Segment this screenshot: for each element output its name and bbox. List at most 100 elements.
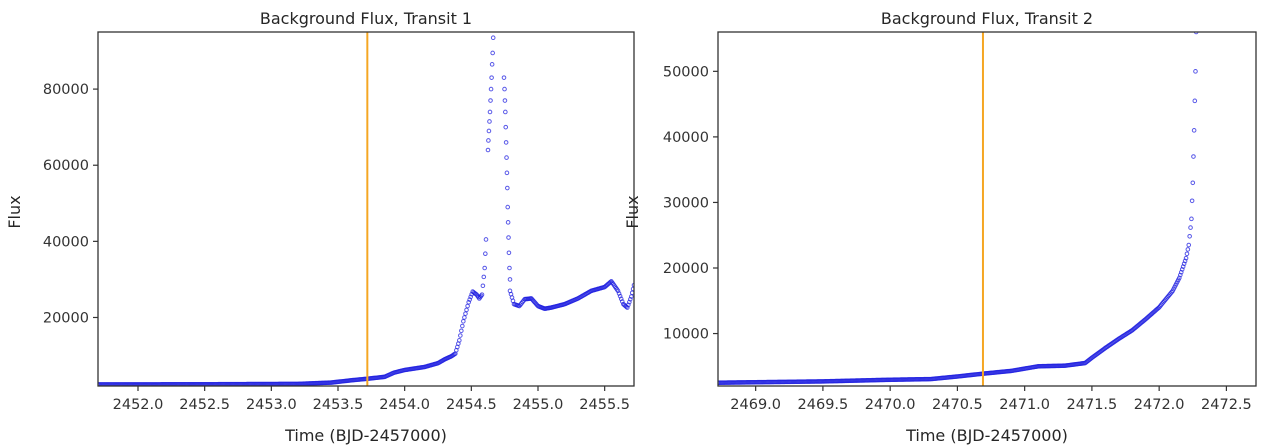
x-tick-label: 2469.5 [798,397,849,413]
x-tick-label: 2455.5 [579,397,630,413]
data-point [505,204,511,210]
data-point [483,251,488,257]
data-point [503,140,509,145]
data-point [489,75,494,80]
data-point [1191,128,1197,133]
y-tick-label: 60000 [43,158,89,174]
chart-transit-2: Background Flux, Transit 2 2469.0 2469.5 2… [623,9,1257,445]
data-point [617,293,623,299]
data-point [467,297,472,302]
y-tick-label: 50000 [663,64,709,80]
data-point [503,109,508,115]
data-point [1185,247,1191,252]
plot-frame [717,31,1257,387]
data-point [462,315,467,320]
data-point [1184,251,1190,257]
y-tick-label: 80000 [43,82,89,98]
data-point [489,62,495,67]
x-tick-label: 2472.0 [1134,397,1185,413]
x-tick-label: 2454.0 [379,397,430,413]
data-point [464,307,469,313]
y-tick-label: 20000 [663,261,709,277]
y-tick-label: 40000 [663,130,709,146]
data-point [1183,255,1189,261]
data-point [480,283,486,289]
data-point [1189,216,1194,222]
data-point [507,277,513,282]
y-axis-ticks: 20000 40000 60000 80000 [43,82,98,326]
data-point [502,98,508,103]
data-point [505,185,510,191]
data-point [488,86,494,92]
y-tick-label: 30000 [663,195,709,211]
y-axis-label: Flux [5,195,24,228]
x-tick-label: 2453.5 [313,397,364,413]
x-tick-label: 2471.0 [999,397,1050,413]
x-tick-label: 2455.0 [513,397,564,413]
data-point [505,220,511,225]
data-point [485,147,491,153]
chart-transit-1: Background Flux, Transit 1 2452.0 2452.5 2… [5,9,635,445]
x-tick-label: 2453.0 [246,397,297,413]
y-axis-label: Flux [623,195,642,228]
data-point [465,303,470,309]
data-point [503,124,509,130]
data-point [615,288,621,294]
y-tick-label: 40000 [43,234,89,250]
data-point [1189,198,1195,204]
data-point [1190,180,1196,186]
x-tick-label: 2470.5 [932,397,983,413]
data-points [718,32,1199,386]
data-point [507,265,512,271]
data-point [479,292,485,297]
data-point [468,294,473,300]
y-axis-ticks: 10000 20000 30000 40000 50000 [663,64,718,343]
data-point [506,250,512,256]
chart-title: Background Flux, Transit 1 [260,9,472,28]
x-tick-label: 2472.5 [1201,397,1252,413]
y-tick-label: 10000 [663,327,709,343]
x-tick-label: 2470.0 [865,397,916,413]
data-points [98,23,634,386]
x-axis-label: Time (BJD-2457000) [284,426,447,445]
data-point [490,50,495,56]
chart-title: Background Flux, Transit 2 [881,9,1093,28]
data-point [481,274,487,280]
data-point [501,75,507,80]
data-point [458,333,463,338]
data-point [492,23,496,27]
data-point [1186,242,1192,248]
data-point [1193,69,1198,74]
data-point [619,299,625,304]
data-point [1188,225,1193,230]
data-point [461,318,466,324]
plot-frame [97,31,635,387]
data-point [460,323,465,329]
data-point [483,237,489,242]
data-point [616,291,622,296]
x-tick-label: 2454.5 [446,397,497,413]
data-point [488,98,493,103]
data-point [506,235,511,240]
x-tick-label: 2452.0 [113,397,164,413]
data-point [466,299,471,305]
data-point [487,119,492,124]
data-point [482,265,487,271]
x-tick-label: 2469.0 [730,397,781,413]
x-axis-label: Time (BJD-2457000) [905,426,1068,445]
data-point [486,138,491,143]
data-point [1187,234,1192,239]
x-axis-ticks: 2452.0 2452.5 2453.0 2453.5 2454.0 2454.5 2455… [113,386,630,413]
data-point [457,338,462,343]
data-point [1192,98,1198,104]
x-axis-ticks: 2469.0 2469.5 2470.0 2470.5 2471.0 2471.5 2472… [730,386,1252,413]
data-point [487,109,493,115]
x-tick-label: 2471.5 [1067,397,1118,413]
x-tick-label: 2452.5 [179,397,230,413]
data-point [631,282,634,288]
data-point [490,35,496,41]
y-tick-label: 20000 [43,310,89,326]
data-point [486,128,492,134]
data-point [502,86,507,92]
